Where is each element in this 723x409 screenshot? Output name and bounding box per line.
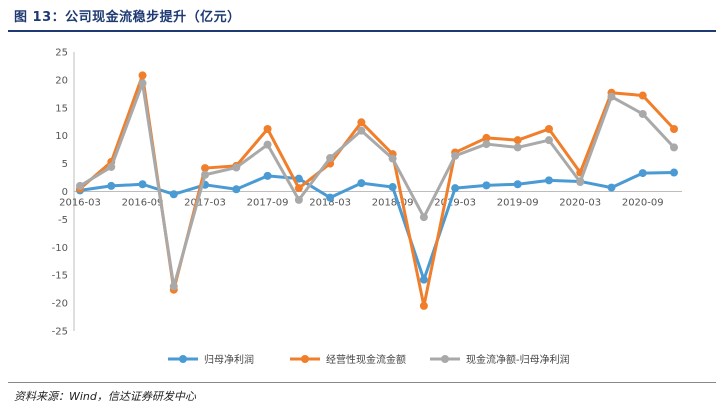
x-tick-label: 2019-03: [434, 198, 476, 209]
source-rule: [8, 382, 716, 383]
y-tick-label: 15: [55, 103, 68, 114]
legend-label-1: 经营性现金流金额: [326, 353, 406, 366]
series-2-point: [482, 140, 491, 149]
series-2-point: [357, 126, 366, 135]
title-rule: [8, 30, 716, 32]
series-0-point: [294, 174, 303, 183]
x-tick-label: 2017-09: [247, 198, 289, 209]
series-line-2: [79, 81, 676, 288]
series-2-point: [326, 154, 335, 163]
series-0-point: [169, 190, 178, 199]
series-1-point: [419, 301, 428, 310]
series-2-point: [294, 195, 303, 204]
series-1-point: [513, 136, 522, 145]
legend-marker-2: [441, 355, 449, 363]
series-0-point: [544, 176, 553, 185]
series-layer: [76, 71, 678, 310]
x-tick-label: 2018-03: [309, 198, 351, 209]
series-2-point: [513, 143, 522, 152]
series-0-point: [513, 180, 522, 189]
series-1-point: [670, 125, 678, 134]
legend: 归母净利润 经营性现金流金额 现金流净额-归母净利润: [168, 353, 570, 366]
series-1-point: [357, 118, 366, 127]
series-2-point: [107, 162, 116, 171]
series-2-point: [138, 79, 147, 88]
y-tick-label: 25: [55, 48, 68, 59]
series-0-point: [419, 275, 428, 284]
y-tick-label: 5: [62, 159, 68, 170]
x-tick-label: 2016-09: [122, 198, 164, 209]
series-1-point: [201, 164, 210, 173]
series-0-point: [357, 179, 366, 188]
series-2-point: [576, 178, 585, 187]
y-tick-label: -20: [52, 299, 68, 310]
y-tick-label: -5: [58, 215, 68, 226]
x-tick-label: 2020-09: [622, 198, 664, 209]
legend-marker-1: [301, 355, 309, 363]
x-tick-label: 2020-03: [559, 198, 601, 209]
axis-layer: 25 20 15 10 5 0 -5 -10 -15 -20 -25 2016-03 2016-09 20…: [52, 48, 682, 338]
y-tick-label: 20: [55, 75, 68, 86]
series-0-point: [263, 171, 272, 180]
series-1-point: [294, 184, 303, 193]
series-0-point: [670, 168, 678, 177]
series-0-point: [388, 183, 397, 192]
series-1-point: [263, 125, 272, 134]
series-0-point: [232, 185, 241, 194]
y-tick-label: 0: [62, 187, 68, 198]
y-tick-label: -10: [52, 243, 68, 254]
series-2-point: [419, 213, 428, 222]
y-tick-label: -15: [52, 271, 68, 282]
series-0-point: [326, 193, 335, 202]
series-0-point: [138, 180, 147, 189]
series-2-point: [607, 92, 616, 101]
series-1-point: [482, 133, 491, 142]
series-2-point: [388, 154, 397, 163]
legend-label-0: 归母净利润: [204, 353, 254, 366]
series-2-point: [76, 181, 84, 190]
source-note: 资料来源：Wind，信达证券研发中心: [14, 390, 196, 403]
x-tick-label: 2017-03: [184, 198, 226, 209]
x-tick-label: 2016-03: [59, 198, 101, 209]
series-2-point: [169, 282, 178, 291]
series-2-point: [544, 136, 553, 145]
series-2-point: [670, 143, 678, 152]
series-0-point: [107, 181, 116, 190]
series-1-point: [544, 125, 553, 134]
legend-label-2: 现金流净额-归母净利润: [466, 353, 570, 366]
series-1-point: [138, 71, 147, 80]
series-0-point: [482, 181, 491, 190]
series-0-point: [638, 169, 647, 178]
series-2-point: [638, 109, 647, 118]
series-2-point: [201, 170, 210, 179]
series-0-point: [607, 183, 616, 192]
figure-title: 图 13：公司现金流稳步提升（亿元）: [14, 10, 241, 25]
y-tick-label: 10: [55, 131, 68, 142]
series-line-1: [79, 73, 676, 308]
series-2-point: [451, 151, 460, 160]
y-tick-label: -25: [52, 327, 68, 338]
series-line-0: [79, 171, 675, 282]
x-tick-label: 2019-09: [497, 198, 539, 209]
series-2-point: [232, 163, 241, 172]
series-1-point: [638, 91, 647, 100]
series-0-point: [451, 184, 460, 193]
legend-marker-0: [179, 355, 187, 363]
x-tick-label: 2018-09: [372, 198, 414, 209]
series-2-point: [263, 140, 272, 149]
